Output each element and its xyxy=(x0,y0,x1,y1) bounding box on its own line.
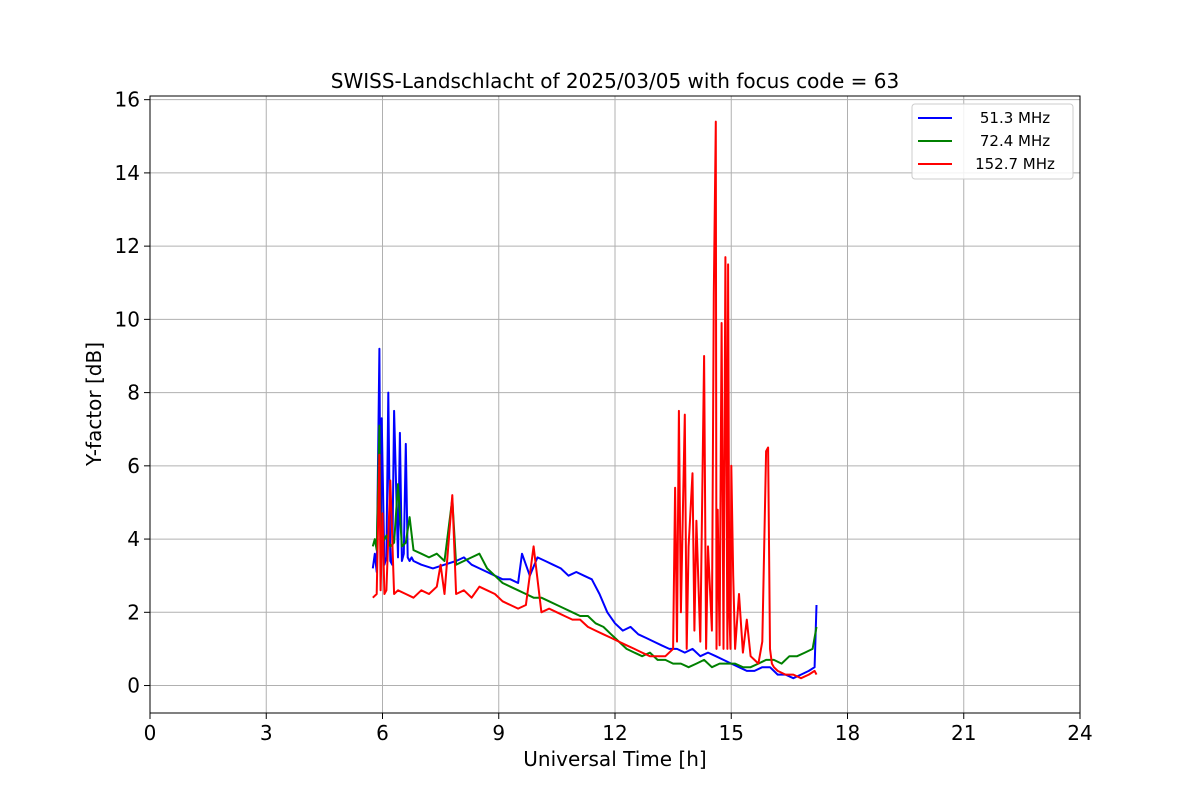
series-line-0 xyxy=(371,347,818,680)
y-tick-label: 2 xyxy=(127,600,140,624)
x-tick-label: 9 xyxy=(492,721,505,745)
x-tick-label: 0 xyxy=(144,721,157,745)
y-tick-label: 4 xyxy=(127,527,140,551)
legend-box xyxy=(911,103,1074,180)
y-tick-label: 16 xyxy=(115,88,140,112)
y-tick-label: 12 xyxy=(115,234,140,258)
y-tick-label: 14 xyxy=(115,161,140,185)
x-tick-label: 3 xyxy=(260,721,273,745)
series-line-1 xyxy=(371,424,818,669)
y-axis-ticks: 0 2 4 6 8 10 12 14 16 xyxy=(115,88,150,698)
x-tick-label: 21 xyxy=(951,721,976,745)
series-line-2 xyxy=(372,120,818,680)
y-tick-label: 0 xyxy=(127,674,140,698)
x-axis-label: Universal Time [h] xyxy=(523,747,706,771)
x-tick-label: 12 xyxy=(602,721,627,745)
grid xyxy=(149,96,1081,713)
legend: 51.3 MHz 72.4 MHz 152.7 MHz xyxy=(911,103,1074,180)
series-layer xyxy=(371,120,818,680)
x-tick-label: 18 xyxy=(835,721,860,745)
x-tick-label: 6 xyxy=(376,721,389,745)
legend-label: 152.7 MHz xyxy=(975,155,1055,173)
legend-label: 51.3 MHz xyxy=(980,109,1050,127)
chart-title: SWISS-Landschlacht of 2025/03/05 with fo… xyxy=(331,69,899,93)
legend-label: 72.4 MHz xyxy=(980,132,1050,150)
x-axis-ticks: 0 3 6 9 12 15 18 21 24 xyxy=(144,713,1093,745)
y-tick-label: 8 xyxy=(127,381,140,405)
y-tick-label: 10 xyxy=(115,307,140,331)
x-tick-label: 24 xyxy=(1067,721,1092,745)
y-axis-label: Y-factor [dB] xyxy=(82,342,106,467)
y-tick-label: 6 xyxy=(127,454,140,478)
x-tick-label: 15 xyxy=(719,721,744,745)
